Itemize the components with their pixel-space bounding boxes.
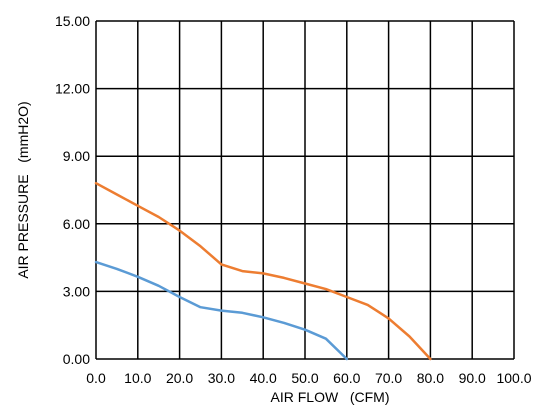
- x-tick-label: 60.0: [333, 370, 360, 386]
- y-tick-label: 3.00: [63, 283, 90, 299]
- x-tick-label: 20.0: [166, 370, 193, 386]
- series-line-2: [94, 260, 349, 361]
- y-tick-label: 15.00: [55, 13, 90, 29]
- series-group: [94, 181, 432, 361]
- x-tick-label: 50.0: [291, 370, 318, 386]
- y-tick-label: 12.00: [55, 81, 90, 97]
- x-tick-label: 100.0: [496, 370, 531, 386]
- grid: [95, 20, 515, 360]
- x-axis-title: AIR FLOW (CFM): [271, 389, 390, 405]
- x-tick-labels: 0.0 10.0 20.0 30.0 40.0 50.0 60.0 70.0 80.0 90.0 1…: [86, 370, 531, 386]
- y-tick-label: 9.00: [63, 148, 90, 164]
- x-tick-label: 30.0: [208, 370, 235, 386]
- x-tick-label: 0.0: [86, 370, 106, 386]
- series-line-1: [94, 181, 432, 361]
- y-tick-labels: 0.00 3.00 6.00 9.00 12.00 15.00: [55, 13, 90, 367]
- x-tick-label: 10.0: [124, 370, 151, 386]
- y-tick-label: 0.00: [63, 351, 90, 367]
- x-tick-label: 80.0: [417, 370, 444, 386]
- y-tick-label: 6.00: [63, 216, 90, 232]
- y-axis-title: AIR PRESSURE (mmH2O): [15, 101, 31, 278]
- x-tick-label: 40.0: [250, 370, 277, 386]
- x-tick-label: 90.0: [459, 370, 486, 386]
- x-tick-label: 70.0: [375, 370, 402, 386]
